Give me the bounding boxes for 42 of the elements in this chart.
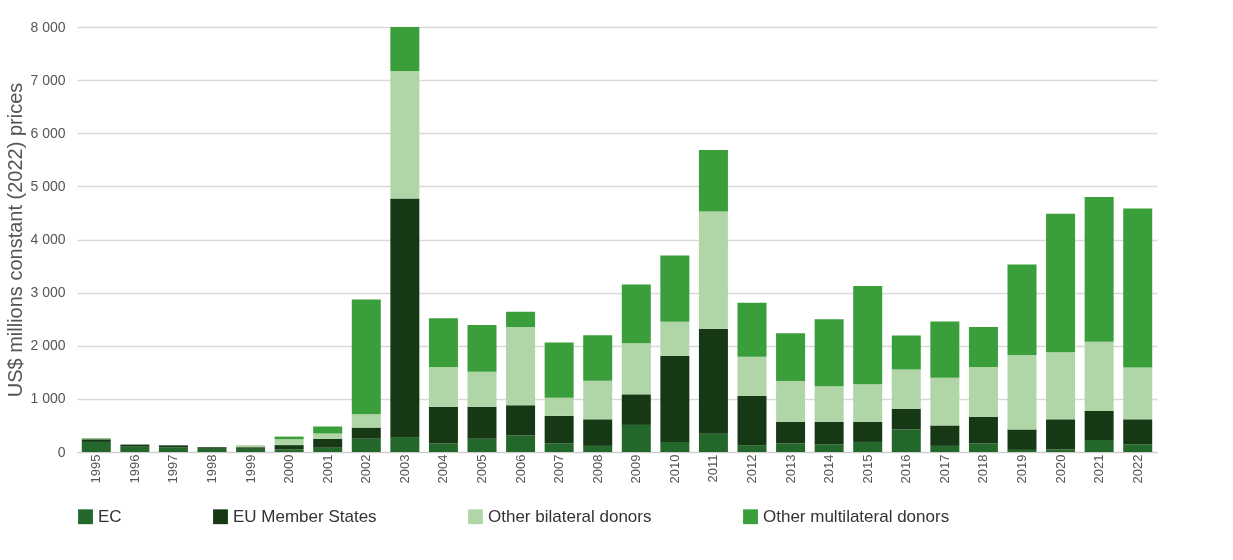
legend-label: EC xyxy=(98,506,122,526)
x-tick-label: 1998 xyxy=(204,454,219,484)
x-tick-label: 1995 xyxy=(88,454,104,484)
x-tick-label: 2010 xyxy=(666,454,682,484)
y-tick-label: 5 000 xyxy=(30,177,66,194)
legend-label: EU Member States xyxy=(233,506,377,526)
legend-label: Other bilateral donors xyxy=(488,506,652,526)
x-tick-label: 2000 xyxy=(281,454,297,484)
x-tick-label: 2011 xyxy=(705,454,721,483)
x-tick-label: 2015 xyxy=(859,454,875,484)
x-tick-label: 2012 xyxy=(744,454,759,484)
x-tick-label: 2020 xyxy=(1052,454,1068,484)
x-tick-label: 2007 xyxy=(551,454,567,484)
x-tick-label: 2004 xyxy=(435,454,451,484)
x-tick-label: 2009 xyxy=(628,454,644,484)
y-tick-label: 2 000 xyxy=(30,337,66,354)
x-tick-label: 2001 xyxy=(319,454,335,484)
y-tick-label: 4 000 xyxy=(30,231,66,247)
x-tick-label: 2008 xyxy=(589,454,605,484)
x-tick-label: 2013 xyxy=(782,454,798,484)
y-tick-label: 6 000 xyxy=(30,124,66,141)
x-tick-label: 1996 xyxy=(126,454,142,484)
x-tick-label: 2003 xyxy=(396,454,412,484)
x-tick-label: 2006 xyxy=(512,454,528,484)
x-tick-label: 2016 xyxy=(898,454,914,484)
y-tick-label: 1 000 xyxy=(30,390,66,407)
x-tick-label: 2014 xyxy=(821,454,837,484)
x-tick-label: 2022 xyxy=(1129,454,1145,484)
x-tick-label: 2005 xyxy=(474,454,489,484)
x-tick-label: 2017 xyxy=(936,454,952,484)
y-axis-title: US$ millions constant (2022) prices xyxy=(4,82,27,398)
x-tick-label: 2021 xyxy=(1091,454,1107,484)
y-tick-label: 3 000 xyxy=(30,284,66,301)
y-tick-label: 8 000 xyxy=(30,18,66,35)
x-tick-label: 2018 xyxy=(975,454,991,484)
legend-label: Other multilateral donors xyxy=(763,506,950,526)
x-tick-label: 1997 xyxy=(165,454,181,484)
y-tick-label: 7 000 xyxy=(30,71,66,88)
y-tick-label: 0 xyxy=(57,443,66,460)
x-tick-label: 2002 xyxy=(358,454,374,484)
x-tick-label: 2019 xyxy=(1014,454,1029,484)
x-tick-label: 1999 xyxy=(242,454,258,484)
